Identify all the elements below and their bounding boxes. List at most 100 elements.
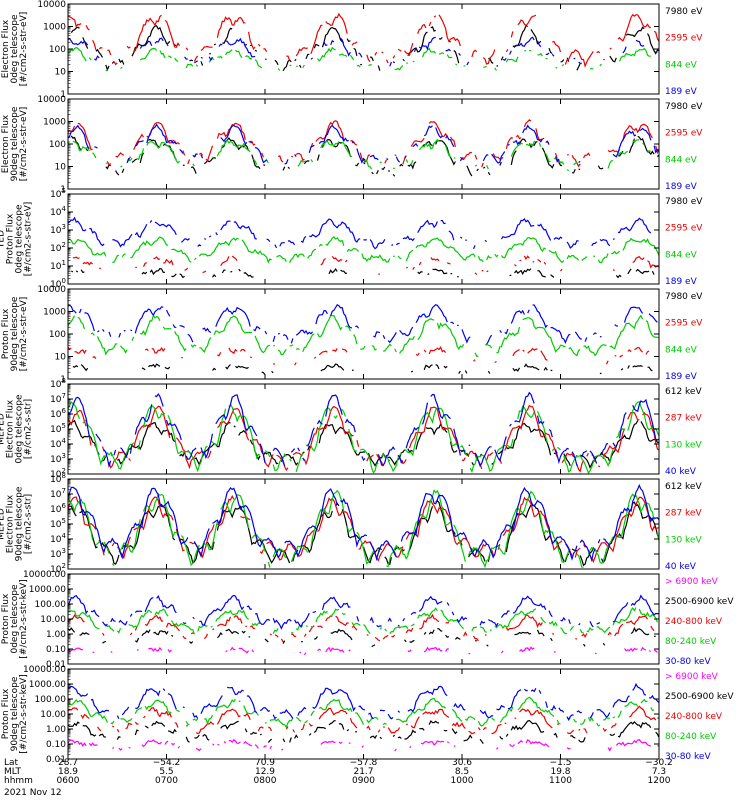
y-tick-label: 1.00 [46,725,66,735]
legend-entry: 30-80 keV [665,657,711,667]
panel-ylabel: Electron Flux90deg telescope[#/cm2-s-str… [1,106,29,181]
lat-tick-label: 28.7 [58,758,78,768]
y-tick-label: 107 [50,392,66,405]
series-trace-4-1 [72,363,653,375]
y-tick-label: 1 [60,375,66,385]
legend-entry: 130 keV [665,440,702,450]
mlt-tick-label: 8.5 [455,767,469,777]
y-tick-label: 10000 [37,285,66,295]
lat-tick-label: −30.2 [645,758,673,768]
series-trace-2-1 [70,135,660,177]
y-tick-label: 10 [55,68,67,78]
y-tick-exponent: 2 [62,467,66,475]
y-tick-label: 103 [50,547,66,560]
ylabel-line: Electron Flux [6,399,16,458]
lat-tick-label: −57.8 [350,758,378,768]
mlt-tick-label: 12.9 [255,767,275,777]
y-tick-label: 103 [50,452,66,465]
y-tick-exponent: 5 [62,187,66,195]
y-tick-label: 0.01 [46,755,66,765]
y-tick-exponent: 7 [62,392,66,400]
y-tick-exponent: 4 [62,437,67,445]
x-row-label: MLT [4,767,22,777]
legend-entry: 2595 eV [665,129,703,139]
y-tick-label: 10000.00 [23,665,66,675]
time-tick-label: 1000 [451,776,474,786]
panel-ylabel: Proton Flux90deg telescope[#/cm2-s-str-k… [1,674,29,753]
legend-entry: 2595 eV [665,34,703,44]
ylabel-line: 0deg telescope [10,584,20,654]
ylabel-line: [#/cm2-s-str] [24,399,34,459]
series-trace-2-4 [67,123,660,165]
y-tick-label: 10.00 [40,710,66,720]
series-trace-5-3 [67,400,660,475]
y-tick-label: 103 [50,223,66,236]
series-trace-5-4 [67,391,660,469]
series-trace-8-3 [68,706,659,734]
y-tick-label: 1.00 [46,630,66,640]
y-tick-label: 10000.00 [23,570,66,580]
legend-entry: 189 eV [665,182,698,192]
legend-entry: 189 eV [665,87,698,97]
legend-entry: 130 keV [665,535,702,545]
panel-4: 1 10 100 1000 10000 Proton Flux90deg telescop… [1,285,703,385]
y-tick-exponent: 5 [62,422,66,430]
ylabel-line: Proton Flux [1,308,11,359]
series-trace-4-3 [67,313,660,358]
legend-entry: 2500-6900 keV [665,597,734,607]
legend-entry: 7980 eV [665,292,703,302]
series-trace-3-4 [68,218,659,249]
date-label: 2021 Nov 12 [4,788,62,798]
series-trace-1-2 [67,12,660,68]
legend-entry: 7980 eV [665,7,703,17]
series-trace-1-3 [70,48,655,71]
y-tick-exponent: 3 [62,223,66,231]
series-trace-7-1 [67,646,658,656]
legend-entry: 30-80 keV [665,752,711,762]
series-trace-1-1 [70,24,660,72]
legend-entry: 612 keV [665,482,702,492]
legend-entry: 844 eV [665,345,698,355]
panel-2: 1 10 100 1000 10000 Electron Flux90deg telesc… [1,95,703,195]
mlt-tick-label: 18.9 [58,767,78,777]
legend-entry: 287 keV [665,414,702,424]
time-tick-label: 1200 [648,776,671,786]
series-trace-8-4 [67,696,660,729]
lat-tick-label: 30.6 [452,758,472,768]
y-tick-exponent: 6 [62,407,67,415]
ylabel-line: MEPED [0,508,7,540]
y-tick-label: 100.00 [35,695,67,705]
panel-ylabel: MEPEDElectron Flux0deg telescope[#/cm2-s… [0,394,34,464]
y-tick-label: 10 [55,163,67,173]
ylabel-line: Proton Flux [1,688,11,739]
series-trace-3-2 [72,255,660,276]
ylabel-line: 90deg telescope [10,106,20,181]
series-trace-8-1 [67,738,660,752]
y-tick-exponent: 2 [62,562,66,570]
y-tick-label: 104 [50,437,66,450]
series-trace-6-3 [67,489,660,569]
series-trace-4-4 [67,303,658,345]
y-tick-label: 107 [50,487,66,500]
panel-frame [67,668,660,760]
series-trace-8-5 [67,682,660,722]
ylabel-line: MEPED [0,413,7,445]
panel-ylabel: Electron Flux0deg telescope[#/cm2-s-str-… [1,12,29,87]
mlt-tick-label: 21.7 [353,767,373,777]
y-tick-label: 105 [50,187,66,200]
series-trace-8-2 [67,719,660,744]
y-tick-exponent: 8 [62,472,66,480]
ylabel-line: [#/cm2-s-str-eV] [19,12,29,87]
series-trace-7-3 [68,615,657,642]
y-tick-label: 10.00 [40,615,66,625]
panel-ylabel: Proton Flux0deg telescope[#/cm2-s-str-ke… [1,579,29,658]
y-tick-label: 1000.00 [29,680,66,690]
legend-entry: 844 eV [665,60,698,70]
y-tick-label: 106 [50,407,66,420]
y-tick-exponent: 1 [62,259,66,267]
y-tick-label: 104 [50,205,66,218]
ylabel-line: 90deg telescope [10,676,20,751]
panel-8: 0.010.101.0010.00100.001000.0010000.00Pr… [1,665,734,765]
legend-entry: 7980 eV [665,102,703,112]
